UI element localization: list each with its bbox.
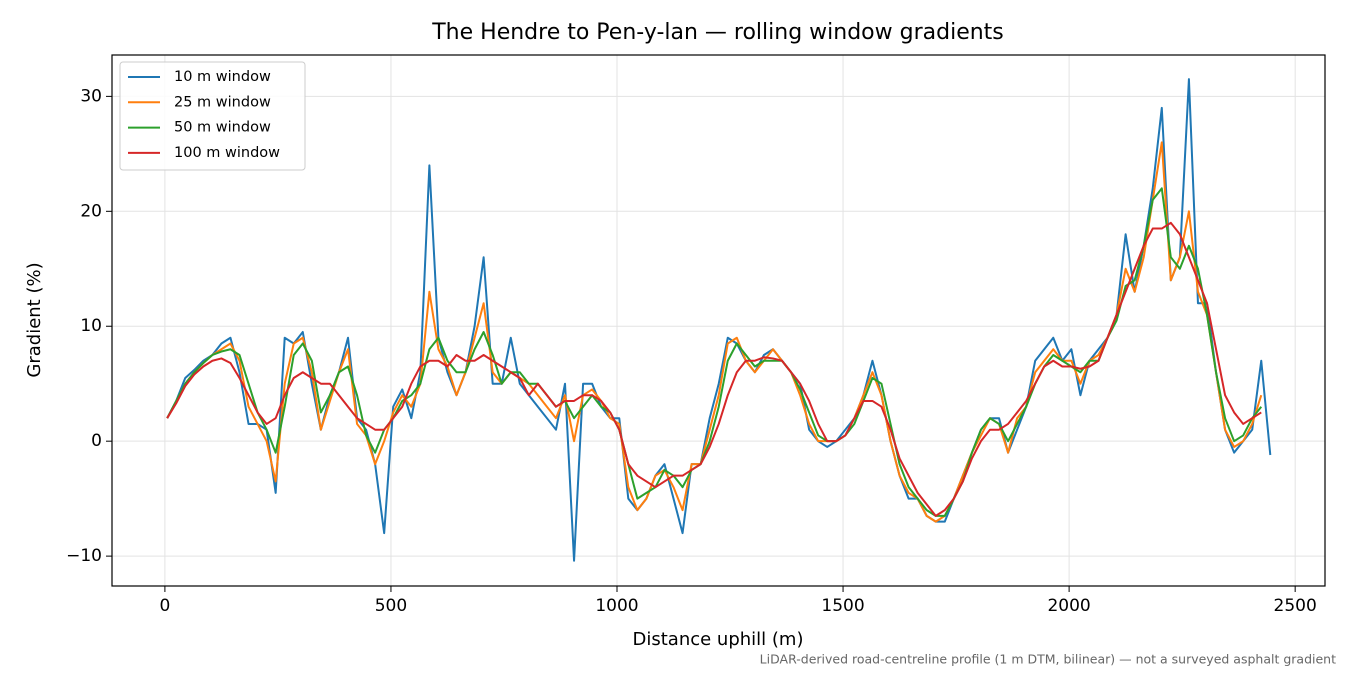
x-tick-label: 500: [375, 596, 407, 616]
series-line: [166, 187, 1263, 517]
x-tick-label: 1000: [595, 596, 638, 616]
legend-label: 50 m window: [174, 120, 271, 136]
y-axis-label: Gradient (%): [24, 262, 45, 377]
legend-box: [119, 61, 306, 171]
x-axis-label: Distance uphill (m): [633, 629, 804, 650]
y-tick-label: −10: [66, 546, 102, 566]
x-tick-label: 2000: [1047, 596, 1090, 616]
legend-label: 100 m window: [174, 145, 280, 161]
plot-frame: [111, 54, 1326, 587]
y-tick-label: 0: [91, 431, 102, 451]
chart-title: The Hendre to Pen-y-lan — rolling window…: [431, 20, 1004, 45]
y-tick-label: 10: [80, 316, 102, 336]
y-tick-label: 30: [80, 86, 102, 106]
legend-label: 10 m window: [174, 69, 271, 85]
y-tick-label: 20: [80, 201, 102, 221]
legend-label: 25 m window: [174, 94, 271, 110]
series-line: [166, 78, 1272, 562]
x-tick-label: 1500: [821, 596, 864, 616]
x-tick-label: 2500: [1274, 596, 1317, 616]
series-line: [166, 141, 1263, 523]
series-line: [166, 221, 1262, 517]
x-tick-label: 0: [159, 596, 170, 616]
footnote: LiDAR-derived road-centreline profile (1…: [760, 652, 1336, 667]
